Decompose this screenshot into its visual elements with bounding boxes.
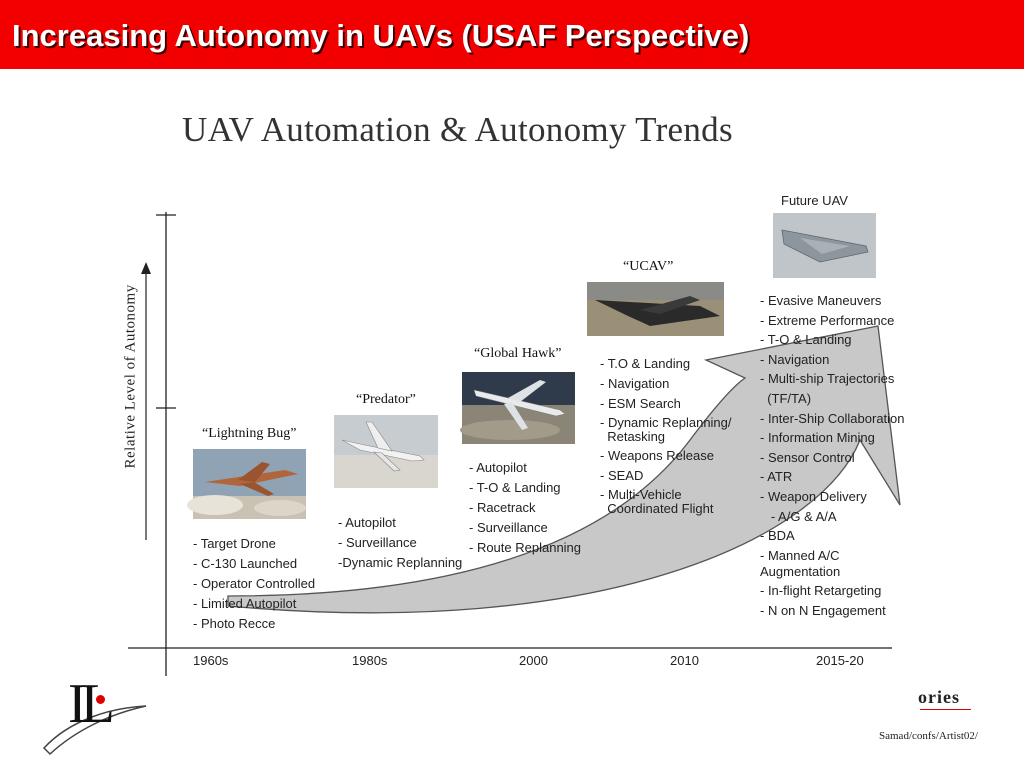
capability-item: - Route Replanning — [469, 540, 582, 555]
capability-item: - Navigation — [600, 376, 670, 391]
capability-item: - Multi-ship Trajectories — [760, 371, 895, 387]
capability-item: - ATR — [760, 469, 793, 485]
capability-item: - T-O & Landing — [469, 480, 561, 495]
x-tick-2000: 2000 — [519, 653, 548, 668]
org-underline — [920, 709, 971, 710]
capability-item: - BDA — [760, 528, 795, 544]
capability-item: - Target Drone — [193, 536, 276, 551]
capability-item: - Dynamic Replanning/ Retasking — [600, 415, 732, 444]
logo-letters: IL — [68, 673, 115, 735]
capability-item: - Surveillance — [469, 520, 548, 535]
capability-item: - Navigation — [760, 351, 830, 367]
capability-item: -Dynamic Replanning — [338, 555, 463, 570]
progression-arrow — [227, 325, 901, 614]
capability-list-lightning-bug: - Target Drone - C-130 Launched - Operat… — [193, 536, 315, 636]
y-label-arrowhead — [141, 262, 151, 274]
capability-item: - Photo Recce — [193, 616, 276, 631]
logo-swoosh-icon — [42, 705, 147, 756]
capability-item: - Surveillance — [338, 535, 417, 550]
capability-item: - Autopilot — [469, 460, 527, 475]
logo-dot-icon — [96, 695, 105, 704]
x-tick-2010: 2010 — [670, 653, 699, 668]
title-bar: Increasing Autonomy in UAVs (USAF Perspe… — [0, 0, 1024, 69]
capability-item: - Information Mining — [760, 430, 875, 446]
capability-item: - Autopilot — [338, 515, 396, 530]
stage-name-future-uav: Future UAV — [781, 193, 848, 208]
capability-item: - Multi-Vehicle Coordinated Flight — [600, 487, 714, 516]
y-axis-label: Relative Level of Autonomy — [122, 284, 139, 469]
x-tick-1960s: 1960s — [193, 653, 229, 668]
org-name-fragment: ories — [918, 687, 960, 707]
capability-item: - Extreme Performance — [760, 312, 895, 328]
stage-name-lightning-bug: “Lightning Bug” — [202, 426, 297, 441]
capability-item: - A/G & A/A — [760, 508, 837, 524]
slide-title: Increasing Autonomy in UAVs (USAF Perspe… — [12, 18, 750, 53]
stage-name-ucav: “UCAV” — [623, 259, 674, 274]
capability-item: - C-130 Launched — [193, 556, 298, 571]
figure-title: UAV Automation & Autonomy Trends — [182, 110, 733, 149]
capability-item: - Sensor Control — [760, 449, 855, 465]
capability-list-future-uav: - Evasive Maneuvers - Extreme Performanc… — [760, 293, 905, 623]
capability-item: - ESM Search — [600, 396, 681, 411]
predator-uav-photo — [334, 415, 438, 488]
capability-item: - In-flight Retargeting — [760, 583, 882, 599]
capability-item: - T.O & Landing — [600, 356, 691, 371]
capability-item: - Weapon Delivery — [760, 488, 867, 504]
capability-item: - Inter-Ship Collaboration — [760, 410, 905, 426]
capability-list-predator: - Autopilot - Surveillance -Dynamic Repl… — [338, 515, 462, 575]
future-uav-photo — [773, 213, 876, 278]
capability-list-global-hawk: - Autopilot - T-O & Landing - Racetrack … — [469, 460, 581, 560]
capability-item: - T-O & Landing — [760, 332, 852, 348]
capability-item: - Manned A/C Augmentation — [760, 547, 841, 579]
capability-item: - SEAD — [600, 468, 644, 483]
x-tick-2015-20: 2015-20 — [816, 653, 864, 668]
x-tick-1980s: 1980s — [352, 653, 388, 668]
capability-item: - Operator Controlled — [193, 576, 316, 591]
stage-name-predator: “Predator” — [356, 392, 416, 407]
capability-item: - Limited Autopilot — [193, 596, 297, 611]
ucav-photo — [587, 282, 724, 336]
capability-item: - N on N Engagement — [760, 602, 886, 618]
global-hawk-uav-photo — [460, 372, 575, 444]
lightning-bug-drone-photo — [187, 449, 306, 519]
capability-item: - Weapons Release — [600, 448, 714, 463]
capability-item: - Racetrack — [469, 500, 536, 515]
capability-list-ucav: - T.O & Landing - Navigation - ESM Searc… — [600, 356, 732, 520]
capability-item: (TF/TA) — [760, 390, 812, 406]
capability-item: - Evasive Maneuvers — [760, 293, 882, 308]
stage-name-global-hawk: “Global Hawk” — [474, 346, 562, 361]
footer-path: Samad/confs/Artist02/ — [879, 730, 978, 742]
